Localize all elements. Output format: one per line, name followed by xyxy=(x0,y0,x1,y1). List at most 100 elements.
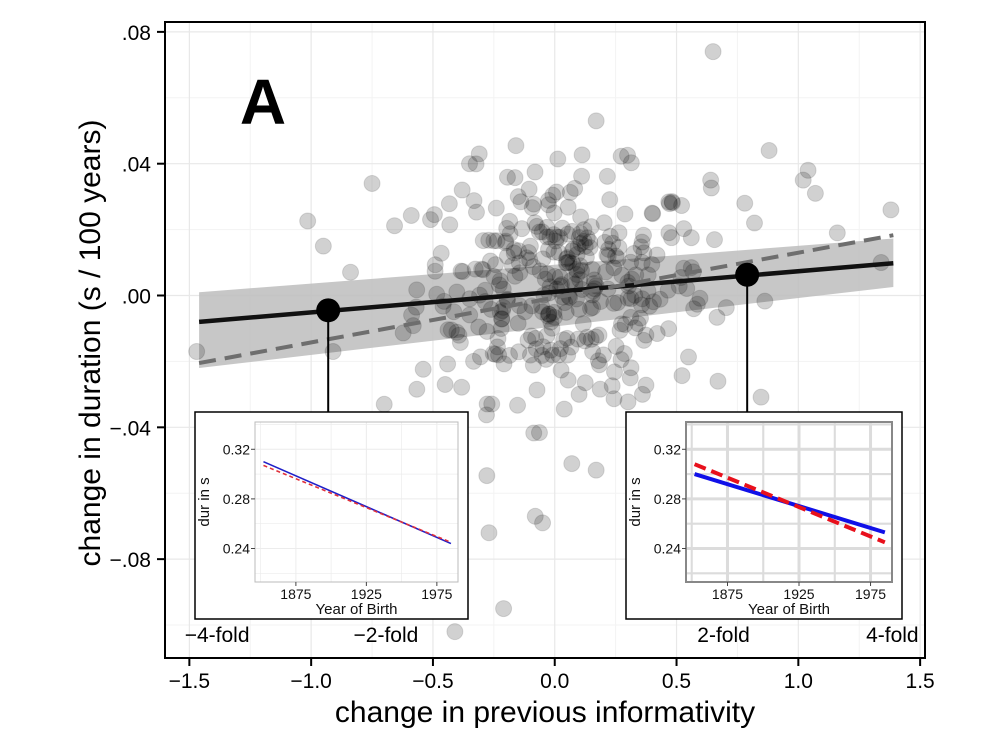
data-point xyxy=(530,424,548,442)
data-point xyxy=(474,232,492,250)
data-point xyxy=(572,208,590,226)
data-point xyxy=(571,224,589,242)
data-point xyxy=(485,232,503,250)
data-point xyxy=(568,266,586,284)
data-point xyxy=(299,212,317,230)
data-point xyxy=(596,233,614,251)
data-point xyxy=(756,292,774,310)
inset-y-axis-label: dur in s xyxy=(627,477,644,526)
data-point xyxy=(342,263,360,281)
x-tick-label: 0.0 xyxy=(540,670,569,693)
data-point xyxy=(559,198,577,216)
data-point xyxy=(660,193,678,211)
data-point xyxy=(633,385,651,403)
data-point xyxy=(478,322,496,340)
inset-y-tick-label: 0.24 xyxy=(223,541,250,557)
data-point xyxy=(609,294,627,312)
data-point xyxy=(490,276,508,294)
data-point xyxy=(610,238,628,256)
inset-y-tick-label: 0.28 xyxy=(654,491,681,507)
fold-label: 2-fold xyxy=(697,624,750,647)
highlight-points xyxy=(316,262,760,323)
data-point xyxy=(425,206,443,224)
inset-x-tick-label: 1875 xyxy=(712,586,743,602)
data-point xyxy=(495,355,513,373)
data-point xyxy=(604,234,622,252)
data-point xyxy=(633,233,651,251)
data-point xyxy=(543,319,561,337)
data-point xyxy=(563,455,581,473)
data-point xyxy=(555,331,573,349)
fold-label: −4-fold xyxy=(185,624,250,647)
highlight-point xyxy=(735,262,760,287)
data-point xyxy=(526,507,544,525)
data-point xyxy=(582,218,600,236)
inset-connectors xyxy=(327,274,749,412)
data-point xyxy=(633,296,651,314)
data-point xyxy=(601,191,619,209)
data-point xyxy=(545,226,563,244)
data-point xyxy=(497,232,515,250)
data-point xyxy=(513,220,531,238)
inset-x-tick-label: 1925 xyxy=(783,586,814,602)
data-point xyxy=(576,332,594,350)
data-point xyxy=(582,330,600,348)
data-point xyxy=(612,351,630,369)
data-point xyxy=(519,331,537,349)
data-point xyxy=(493,310,511,328)
data-point xyxy=(465,192,483,210)
data-point xyxy=(470,318,488,336)
data-point xyxy=(633,290,651,308)
inset-frame xyxy=(194,411,469,620)
data-point xyxy=(516,303,534,321)
data-point xyxy=(570,229,588,247)
data-point xyxy=(611,321,629,339)
data-point xyxy=(525,424,543,442)
data-point xyxy=(488,232,506,250)
data-point xyxy=(582,299,600,317)
data-point xyxy=(688,295,706,313)
data-point xyxy=(528,381,546,399)
inset-y-tick-label: 0.24 xyxy=(654,541,681,557)
data-point xyxy=(561,183,579,201)
data-point xyxy=(524,356,542,374)
data-point xyxy=(314,237,332,255)
data-point xyxy=(477,406,495,424)
data-point xyxy=(524,258,542,276)
data-point xyxy=(486,345,504,363)
data-point xyxy=(441,216,459,234)
data-point xyxy=(505,241,523,259)
data-point xyxy=(736,194,754,212)
data-point xyxy=(481,252,499,270)
data-point xyxy=(663,193,681,211)
data-point xyxy=(551,268,569,286)
data-point xyxy=(581,239,599,257)
data-point xyxy=(583,260,601,278)
inset-x-axis-label: Year of Birth xyxy=(748,601,830,618)
data-point xyxy=(621,369,639,387)
data-point xyxy=(587,461,605,479)
data-point xyxy=(572,235,590,253)
data-point xyxy=(555,400,573,418)
data-point xyxy=(633,253,651,271)
data-point xyxy=(558,254,576,272)
data-point xyxy=(637,326,655,344)
data-point xyxy=(521,237,539,255)
data-point xyxy=(534,338,552,356)
data-point xyxy=(540,305,558,323)
data-point xyxy=(480,524,498,542)
data-point xyxy=(567,261,585,279)
data-point xyxy=(682,229,700,247)
data-point xyxy=(542,313,560,331)
inset-y-tick-label: 0.32 xyxy=(654,441,681,457)
data-point xyxy=(574,315,592,333)
data-point xyxy=(612,315,630,333)
inset-y-tick-label: 0.28 xyxy=(223,491,250,507)
data-point xyxy=(526,163,544,181)
data-point xyxy=(570,300,588,318)
data-point xyxy=(717,299,735,317)
data-point xyxy=(533,223,551,241)
inset-x-tick-label: 1975 xyxy=(855,586,886,602)
data-point xyxy=(510,242,528,260)
data-point xyxy=(605,390,623,408)
